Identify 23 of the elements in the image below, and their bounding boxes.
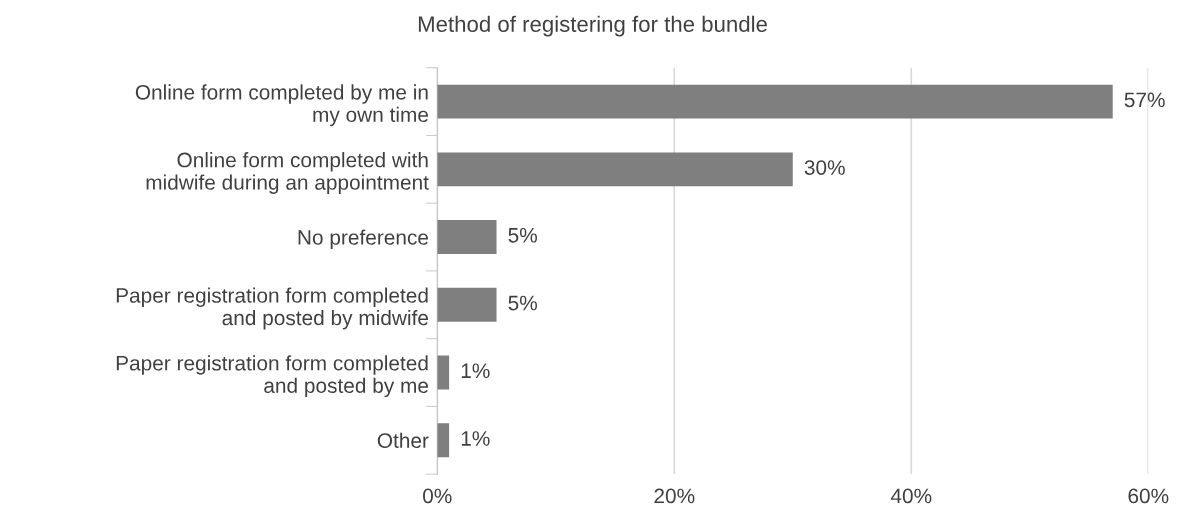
data-label: 30% bbox=[804, 160, 845, 175]
bar bbox=[437, 287, 497, 322]
bar bbox=[437, 423, 450, 458]
x-tick-label: 40% bbox=[890, 488, 932, 504]
x-tick-label: 20% bbox=[654, 488, 695, 504]
y-tick-label: Online form completed with midwife during an appointment bbox=[146, 152, 429, 194]
x-tick-label: 0% bbox=[423, 488, 452, 504]
y-tick-label: No preference bbox=[298, 229, 429, 249]
data-label: 1% bbox=[461, 431, 490, 446]
y-tick-label: Online form completed by me in my own time bbox=[135, 84, 429, 127]
data-label: 5% bbox=[508, 227, 537, 243]
y-tick-label: Other bbox=[377, 432, 429, 448]
data-label: 5% bbox=[508, 295, 537, 311]
chart-title: Method of registering for the bundle bbox=[418, 15, 767, 37]
bar bbox=[437, 355, 450, 390]
x-tick-label: 60% bbox=[1128, 488, 1169, 504]
data-label: 57% bbox=[1124, 92, 1165, 108]
bar bbox=[437, 152, 793, 187]
bar bbox=[437, 220, 497, 254]
y-tick-label: Paper registration form completed and posted by midwife bbox=[116, 287, 429, 330]
bar bbox=[437, 84, 1113, 119]
data-label: 1% bbox=[461, 363, 490, 379]
y-tick-label: Paper registration form completed and posted by me bbox=[116, 355, 429, 398]
